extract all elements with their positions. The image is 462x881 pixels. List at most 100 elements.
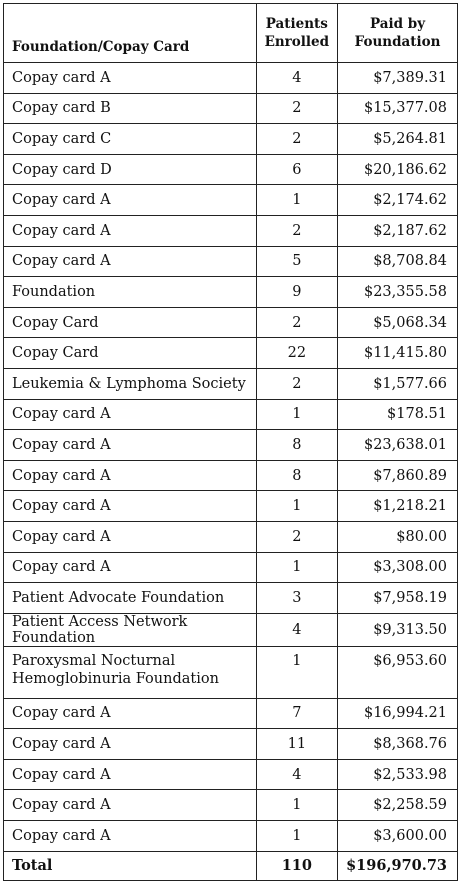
cell-enrolled: 3 xyxy=(255,582,339,614)
cell-foundation: Copay card A xyxy=(3,214,257,247)
header-paid-line2: Foundation xyxy=(354,34,441,50)
cell-enrolled: 22 xyxy=(255,337,339,369)
cell-foundation: Copay card D xyxy=(3,153,257,186)
table-row: Patient Advocate Foundation 3 $7,958.19 xyxy=(3,582,458,614)
table-row: Copay card A 1 $2,258.59 xyxy=(3,789,458,822)
cell-enrolled: 2 xyxy=(255,367,339,400)
enrollment-table: Foundation/Copay Card Patients Enrolled … xyxy=(3,3,458,881)
header-paid: Paid by Foundation xyxy=(337,3,458,63)
cell-paid: $2,187.62 xyxy=(337,214,458,247)
table-row: Patient Access Network Foundation 4 $9,313… xyxy=(3,612,458,647)
cell-paid: $23,355.58 xyxy=(337,276,458,308)
cell-enrolled: 4 xyxy=(255,62,339,94)
cell-paid: $7,860.89 xyxy=(337,459,458,492)
cell-foundation: Copay card A xyxy=(3,789,257,822)
cell-foundation: Copay card A xyxy=(3,520,257,553)
cell-foundation: Copay Card xyxy=(3,306,257,339)
table-row: Copay card A 5 $8,708.84 xyxy=(3,245,458,278)
table-row: Leukemia & Lymphoma Society 2 $1,577.66 xyxy=(3,367,458,400)
table-row: Copay card D 6 $20,186.62 xyxy=(3,153,458,186)
cell-foundation: Copay card A xyxy=(3,490,257,522)
header-enrolled-line2: Enrolled xyxy=(264,34,330,50)
table-row: Copay card A 2 $80.00 xyxy=(3,520,458,553)
cell-enrolled: 9 xyxy=(255,276,339,308)
cell-paid: $5,068.34 xyxy=(337,306,458,339)
cell-enrolled: 11 xyxy=(255,728,339,760)
cell-enrolled: 4 xyxy=(255,758,339,791)
cell-foundation: Copay card A xyxy=(3,551,257,584)
cell-paid: $2,258.59 xyxy=(337,789,458,822)
cell-paid: $178.51 xyxy=(337,398,458,431)
cell-paid: $5,264.81 xyxy=(337,123,458,155)
table-row: Copay card A 4 $7,389.31 xyxy=(3,62,458,94)
header-foundation: Foundation/Copay Card xyxy=(3,3,257,63)
table-row: Copay card A 2 $2,187.62 xyxy=(3,214,458,247)
cell-foundation: Copay card A xyxy=(3,820,257,852)
cell-paid: $23,638.01 xyxy=(337,429,458,461)
table-row: Copay Card 22 $11,415.80 xyxy=(3,337,458,369)
cell-enrolled: 6 xyxy=(255,153,339,186)
header-paid-line1: Paid by xyxy=(370,16,426,32)
cell-foundation: Copay card A xyxy=(3,245,257,278)
cell-foundation: Leukemia & Lymphoma Society xyxy=(3,367,257,400)
cell-enrolled: 1 xyxy=(255,398,339,431)
cell-paid: $15,377.08 xyxy=(337,92,458,125)
cell-foundation: Copay card A xyxy=(3,184,257,216)
cell-paid: $3,308.00 xyxy=(337,551,458,584)
cell-foundation: Copay card A xyxy=(3,459,257,492)
cell-enrolled: 2 xyxy=(255,306,339,339)
cell-paid: $7,389.31 xyxy=(337,62,458,94)
cell-enrolled: 8 xyxy=(255,429,339,461)
table-row: Foundation 9 $23,355.58 xyxy=(3,276,458,308)
cell-paid: $9,313.50 xyxy=(337,612,458,647)
cell-enrolled: 5 xyxy=(255,245,339,278)
table-row: Copay Card 2 $5,068.34 xyxy=(3,306,458,339)
cell-enrolled: 7 xyxy=(255,697,339,730)
cell-enrolled: 1 xyxy=(255,645,339,699)
table-body: Copay card A 4 $7,389.31 Copay card B 2 $15,3… xyxy=(3,62,458,881)
cell-enrolled: 1 xyxy=(255,551,339,584)
cell-enrolled: 4 xyxy=(255,612,339,647)
cell-foundation: Copay Card xyxy=(3,337,257,369)
cell-foundation: Copay card A xyxy=(3,62,257,94)
cell-enrolled: 2 xyxy=(255,123,339,155)
cell-foundation: Copay card A xyxy=(3,758,257,791)
cell-foundation: Foundation xyxy=(3,276,257,308)
cell-enrolled: 2 xyxy=(255,214,339,247)
total-row: Total 110 $196,970.73 xyxy=(3,850,458,881)
cell-foundation: Patient Access Network Foundation xyxy=(3,612,257,647)
table-row: Copay card A 8 $7,860.89 xyxy=(3,459,458,492)
table-row: Copay card C 2 $5,264.81 xyxy=(3,123,458,155)
cell-paid: $80.00 xyxy=(337,520,458,553)
total-enrolled: 110 xyxy=(255,850,339,881)
cell-enrolled: 2 xyxy=(255,92,339,125)
cell-paid: $8,368.76 xyxy=(337,728,458,760)
table-row: Copay card A 1 $3,600.00 xyxy=(3,820,458,852)
cell-paid: $1,577.66 xyxy=(337,367,458,400)
table-row: Copay card A 7 $16,994.21 xyxy=(3,697,458,730)
cell-paid: $8,708.84 xyxy=(337,245,458,278)
cell-enrolled: 1 xyxy=(255,789,339,822)
header-row: Foundation/Copay Card Patients Enrolled … xyxy=(3,3,458,63)
total-paid: $196,970.73 xyxy=(337,850,458,881)
cell-paid: $2,533.98 xyxy=(337,758,458,791)
table-row: Copay card A 1 $1,218.21 xyxy=(3,490,458,522)
cell-foundation: Copay card C xyxy=(3,123,257,155)
cell-paid: $1,218.21 xyxy=(337,490,458,522)
table-row: Copay card B 2 $15,377.08 xyxy=(3,92,458,125)
cell-foundation: Copay card A xyxy=(3,398,257,431)
cell-foundation: Copay card A xyxy=(3,728,257,760)
cell-foundation: Paroxysmal Nocturnal Hemoglobinuria Foun… xyxy=(3,645,257,699)
table-row: Paroxysmal Nocturnal Hemoglobinuria Foun… xyxy=(3,645,458,699)
header-enrolled-line1: Patients xyxy=(265,16,328,32)
cell-foundation: Copay card A xyxy=(3,697,257,730)
table-row: Copay card A 1 $3,308.00 xyxy=(3,551,458,584)
cell-enrolled: 1 xyxy=(255,184,339,216)
cell-paid: $3,600.00 xyxy=(337,820,458,852)
table-row: Copay card A 1 $2,174.62 xyxy=(3,184,458,216)
header-enrolled: Patients Enrolled xyxy=(255,3,339,63)
total-label: Total xyxy=(3,850,257,881)
cell-paid: $16,994.21 xyxy=(337,697,458,730)
cell-paid: $20,186.62 xyxy=(337,153,458,186)
table-row: Copay card A 4 $2,533.98 xyxy=(3,758,458,791)
